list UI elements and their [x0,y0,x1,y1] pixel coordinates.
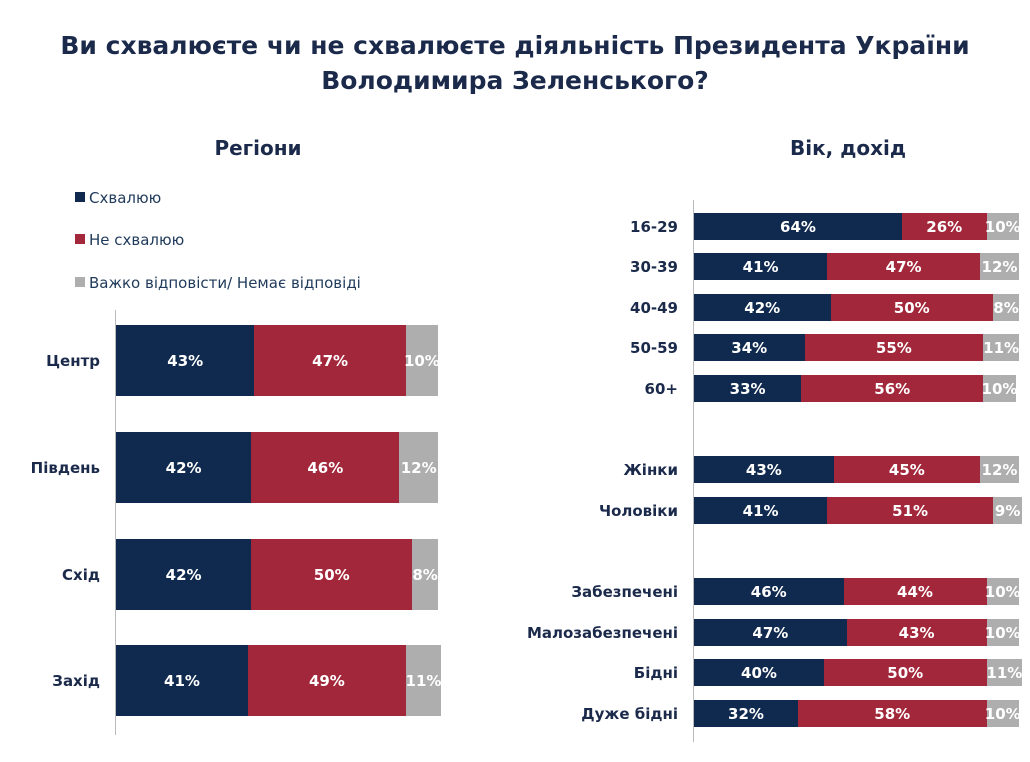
group-bar-segment-approve: 46% [694,578,844,605]
group-bar-segment-approve: 40% [694,659,824,686]
group-bar-segment-hard-to-say: 10% [985,578,1021,605]
group-bar-segment-disapprove: 44% [843,578,987,605]
legend-hard-to-say: Важко відповісти/ Немає відповіді [75,274,361,292]
group-bar-segment-hard-to-say: 10% [982,375,1017,402]
group-bar-segment-approve: 32% [694,700,798,727]
group-bar-segment-hard-to-say: 10% [985,213,1021,240]
group-category-label: Бідні [633,663,678,682]
region-bar-segment-approve: 42% [116,539,252,610]
group-bar-segment-hard-to-say: 10% [985,619,1021,646]
group-category-label: Забезпечені [571,582,678,601]
group-bar-segment-approve: 41% [694,253,828,280]
group-bar-segment-approve: 47% [694,619,847,646]
group-category-label: 40-49 [630,298,678,317]
group-bar-segment-approve: 43% [694,456,834,483]
group-bar-segment-disapprove: 43% [846,619,987,646]
group-category-label: Чоловіки [598,501,678,520]
region-category-label: Центр [46,351,100,370]
group-bar-segment-disapprove: 50% [830,294,993,321]
group-category-label: Дуже бідні [581,704,678,723]
group-bar-segment-approve: 33% [694,375,802,402]
region-category-label: Схід [62,565,100,584]
region-bar-segment-disapprove: 49% [248,645,406,716]
legend-swatch-disapprove [75,234,85,244]
region-axis-line [115,310,116,735]
group-bar-segment-disapprove: 45% [833,456,980,483]
group-bar-segment-hard-to-say: 8% [993,294,1019,321]
region-bar-segment-approve: 43% [116,325,255,396]
legend-approve: Схвалюю [75,189,161,207]
group-bar-segment-hard-to-say: 12% [980,456,1019,483]
title-line-2: Володимира Зеленського? [321,66,709,95]
group-bar-segment-hard-to-say: 11% [986,659,1022,686]
regions-subtitle: Регіони [214,136,302,160]
group-bar-segment-hard-to-say: 9% [993,497,1023,524]
group-bar-segment-disapprove: 26% [902,213,987,240]
chart-title: Ви схвалюєте чи не схвалюєте діяльність … [0,28,1030,98]
group-category-label: 30-39 [630,257,678,276]
group-bar-segment-disapprove: 55% [804,334,984,361]
region-bar-segment-hard-to-say: 10% [404,325,440,396]
region-bar-segment-approve: 41% [116,645,249,716]
group-axis-line [693,200,694,742]
region-bar-segment-hard-to-say: 12% [399,432,438,503]
group-bar-segment-approve: 64% [694,213,902,240]
legend-label: Важко відповісти/ Немає відповіді [89,274,361,292]
group-bar-segment-disapprove: 58% [798,700,987,727]
group-bar-segment-hard-to-say: 12% [980,253,1019,280]
region-category-label: Південь [30,458,100,477]
region-category-label: Захід [52,671,100,690]
legend-label: Не схвалюю [89,231,185,249]
group-bar-segment-hard-to-say: 10% [985,700,1021,727]
group-category-label: 60+ [644,379,678,398]
title-line-1: Ви схвалюєте чи не схвалюєте діяльність … [60,31,970,60]
group-bar-segment-disapprove: 50% [824,659,987,686]
legend-disapprove: Не схвалюю [75,231,184,249]
group-category-label: Жінки [623,460,678,479]
region-bar-segment-disapprove: 47% [254,325,406,396]
group-category-label: 50-59 [630,338,678,357]
region-bar-segment-disapprove: 46% [251,432,400,503]
legend-label: Схвалюю [89,189,162,207]
age-income-subtitle: Вік, дохід [789,136,907,160]
region-bar-segment-approve: 42% [116,432,252,503]
region-bar-segment-hard-to-say: 11% [406,645,441,716]
group-bar-segment-approve: 42% [694,294,831,321]
group-bar-segment-hard-to-say: 11% [983,334,1019,361]
group-bar-segment-disapprove: 47% [827,253,980,280]
region-bar-segment-hard-to-say: 8% [412,539,438,610]
group-category-label: 16-29 [630,217,678,236]
group-category-label: Малозабезпечені [526,623,678,642]
group-bar-segment-disapprove: 51% [827,497,993,524]
group-bar-segment-approve: 41% [694,497,828,524]
group-bar-segment-disapprove: 56% [801,375,984,402]
region-bar-segment-disapprove: 50% [251,539,413,610]
legend-swatch-approve [75,192,85,202]
group-bar-segment-approve: 34% [694,334,805,361]
legend-swatch-hard-to-say [75,277,85,287]
